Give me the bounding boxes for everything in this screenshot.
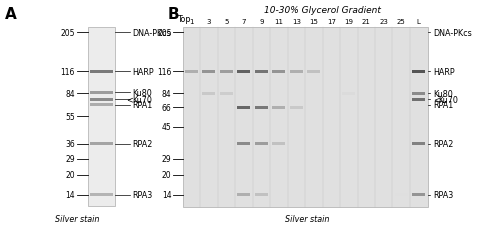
Bar — [237, 143, 250, 146]
Bar — [272, 143, 285, 146]
Text: 10-30% Glycerol Gradient: 10-30% Glycerol Gradient — [264, 6, 381, 15]
Text: Top: Top — [178, 15, 191, 24]
Bar — [220, 92, 233, 95]
Bar — [254, 71, 268, 74]
Bar — [237, 194, 250, 196]
Bar — [254, 106, 268, 109]
Text: RPA3: RPA3 — [434, 191, 454, 200]
Text: 23: 23 — [380, 19, 388, 25]
Text: 11: 11 — [274, 19, 283, 25]
Bar — [290, 106, 303, 109]
Text: RPA2: RPA2 — [132, 140, 153, 149]
Text: <: < — [126, 95, 133, 104]
Text: 36: 36 — [65, 140, 75, 149]
Text: 29: 29 — [162, 155, 172, 164]
Text: 14: 14 — [66, 190, 75, 199]
Text: Ku70: Ku70 — [438, 95, 458, 104]
Text: 17: 17 — [327, 19, 336, 25]
Bar — [202, 92, 215, 95]
Bar — [90, 143, 112, 146]
Text: 84: 84 — [162, 89, 172, 98]
Text: RPA1: RPA1 — [132, 101, 153, 110]
Text: RPA2: RPA2 — [434, 140, 454, 149]
Bar — [237, 71, 250, 74]
Text: 14: 14 — [162, 191, 172, 200]
Text: DNA-PKcs: DNA-PKcs — [132, 29, 171, 38]
Text: 20: 20 — [66, 171, 75, 180]
Text: <: < — [434, 95, 440, 104]
Text: 25: 25 — [397, 19, 406, 25]
Bar — [90, 71, 112, 74]
Bar — [254, 194, 268, 196]
Text: L: L — [417, 19, 420, 25]
Bar — [272, 71, 285, 74]
Bar — [272, 106, 285, 109]
Bar — [88, 27, 115, 206]
Bar — [342, 92, 355, 95]
Text: 116: 116 — [60, 68, 75, 77]
Text: 3: 3 — [206, 19, 211, 25]
Text: 9: 9 — [259, 19, 264, 25]
Text: 116: 116 — [157, 68, 172, 77]
Text: 1: 1 — [189, 19, 194, 25]
Text: 7: 7 — [242, 19, 246, 25]
Text: 13: 13 — [292, 19, 301, 25]
Text: RPA1: RPA1 — [434, 101, 454, 110]
Bar — [254, 143, 268, 146]
Text: 15: 15 — [310, 19, 318, 25]
Text: 20: 20 — [162, 171, 172, 180]
Text: 66: 66 — [162, 103, 172, 112]
Text: B: B — [168, 7, 179, 22]
Text: RPA3: RPA3 — [132, 191, 153, 200]
Bar — [202, 71, 215, 74]
Text: Ku80: Ku80 — [132, 88, 152, 97]
Text: 19: 19 — [344, 19, 353, 25]
Bar — [394, 194, 408, 196]
Bar — [412, 71, 426, 74]
Bar — [90, 194, 112, 196]
Bar — [237, 106, 250, 109]
Text: 45: 45 — [162, 123, 172, 132]
Text: 205: 205 — [157, 29, 172, 38]
Text: 29: 29 — [66, 155, 75, 164]
Bar — [90, 91, 112, 94]
Text: Silver stain: Silver stain — [55, 214, 100, 223]
Bar — [412, 143, 426, 146]
Bar — [182, 27, 428, 207]
Bar — [184, 71, 198, 74]
Text: 55: 55 — [65, 112, 75, 121]
Text: 84: 84 — [66, 89, 75, 98]
Bar — [90, 104, 112, 107]
Text: Silver stain: Silver stain — [285, 214, 330, 223]
Text: 21: 21 — [362, 19, 370, 25]
Text: HARP: HARP — [132, 68, 154, 77]
Text: Ku70: Ku70 — [132, 95, 152, 104]
Text: DNA-PKcs: DNA-PKcs — [434, 29, 472, 38]
Bar — [290, 71, 303, 74]
Text: 5: 5 — [224, 19, 228, 25]
Bar — [412, 92, 426, 95]
Text: 205: 205 — [60, 29, 75, 38]
Bar — [307, 71, 320, 74]
Text: HARP: HARP — [434, 68, 455, 77]
Text: Ku80: Ku80 — [434, 89, 453, 98]
Text: A: A — [5, 7, 17, 22]
Bar — [412, 194, 426, 196]
Bar — [220, 71, 233, 74]
Bar — [412, 98, 426, 101]
Bar — [90, 98, 112, 101]
